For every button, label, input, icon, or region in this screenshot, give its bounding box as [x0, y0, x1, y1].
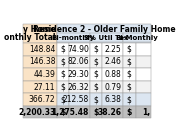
- Text: Bi-Monthly: Bi-Monthly: [116, 35, 159, 41]
- Bar: [90, 56, 102, 68]
- Text: 2,200.33: 2,200.33: [18, 108, 55, 117]
- Text: 1,275.48: 1,275.48: [52, 108, 89, 117]
- Text: $: $: [127, 57, 132, 66]
- Bar: [123, 68, 136, 81]
- Bar: [56, 68, 69, 81]
- Bar: [90, 43, 102, 56]
- Bar: [56, 43, 69, 56]
- Text: y Home: y Home: [23, 25, 55, 34]
- Bar: [23, 56, 56, 68]
- Bar: [23, 81, 56, 93]
- Bar: [102, 93, 123, 106]
- Text: $: $: [60, 108, 65, 117]
- Bar: [90, 93, 102, 106]
- Text: $: $: [60, 95, 65, 104]
- Bar: [123, 33, 151, 42]
- Bar: [69, 68, 90, 81]
- Text: 26.32: 26.32: [67, 83, 89, 91]
- Bar: [56, 33, 90, 42]
- Bar: [90, 68, 102, 81]
- Bar: [136, 43, 151, 56]
- Bar: [56, 56, 69, 68]
- Text: $: $: [127, 45, 132, 54]
- Text: 6.38: 6.38: [105, 95, 122, 104]
- Bar: [102, 81, 123, 93]
- Bar: [102, 56, 123, 68]
- Bar: [123, 43, 136, 56]
- Text: $: $: [60, 45, 65, 54]
- Bar: [123, 106, 136, 118]
- Text: $: $: [127, 95, 132, 104]
- Bar: [56, 106, 69, 118]
- Bar: [23, 17, 166, 24]
- Text: $: $: [60, 57, 65, 66]
- Bar: [123, 56, 136, 68]
- Bar: [136, 56, 151, 68]
- Text: 2.46: 2.46: [105, 57, 122, 66]
- Text: $: $: [60, 83, 65, 91]
- Text: $: $: [127, 108, 132, 117]
- Text: $: $: [94, 95, 98, 104]
- Bar: [69, 106, 90, 118]
- Bar: [123, 81, 136, 93]
- Text: 29.30: 29.30: [67, 70, 89, 79]
- Bar: [102, 43, 123, 56]
- Bar: [90, 81, 102, 93]
- Text: 148.84: 148.84: [29, 45, 55, 54]
- Bar: [102, 106, 123, 118]
- Bar: [102, 68, 123, 81]
- Text: Residence 2 - Older Family Home: Residence 2 - Older Family Home: [33, 25, 175, 34]
- Bar: [136, 81, 151, 93]
- Text: 2.25: 2.25: [105, 45, 122, 54]
- Bar: [69, 81, 90, 93]
- Bar: [69, 56, 90, 68]
- Text: Bi-monthly: Bi-monthly: [52, 35, 95, 41]
- Text: 74.90: 74.90: [67, 45, 89, 54]
- Text: 0.79: 0.79: [105, 83, 122, 91]
- Text: 0.88: 0.88: [105, 70, 122, 79]
- Bar: [90, 106, 102, 118]
- Bar: [123, 93, 136, 106]
- Text: 146.38: 146.38: [29, 57, 55, 66]
- Text: 27.11: 27.11: [34, 83, 55, 91]
- Bar: [23, 68, 56, 81]
- Text: $: $: [60, 70, 65, 79]
- Text: 44.39: 44.39: [33, 70, 55, 79]
- Bar: [136, 106, 151, 118]
- Bar: [23, 106, 56, 118]
- Text: $: $: [94, 57, 98, 66]
- Bar: [136, 93, 151, 106]
- Bar: [69, 93, 90, 106]
- Text: $: $: [93, 108, 99, 117]
- Bar: [56, 93, 69, 106]
- Bar: [69, 43, 90, 56]
- Text: 82.06: 82.06: [67, 57, 89, 66]
- Text: $: $: [94, 45, 98, 54]
- Bar: [90, 33, 123, 42]
- Bar: [56, 24, 151, 43]
- Text: $: $: [94, 70, 98, 79]
- Bar: [23, 43, 56, 56]
- Text: 212.58: 212.58: [63, 95, 89, 104]
- Text: 3% Util Tax: 3% Util Tax: [84, 35, 129, 41]
- Text: 38.26: 38.26: [98, 108, 122, 117]
- Bar: [136, 68, 151, 81]
- Bar: [23, 24, 56, 43]
- Text: onthly Total: onthly Total: [4, 33, 55, 42]
- Text: 366.72: 366.72: [29, 95, 55, 104]
- Text: $: $: [127, 83, 132, 91]
- Bar: [56, 81, 69, 93]
- Text: $: $: [94, 83, 98, 91]
- Text: $: $: [127, 70, 132, 79]
- Text: 1,: 1,: [142, 108, 150, 117]
- Bar: [23, 93, 56, 106]
